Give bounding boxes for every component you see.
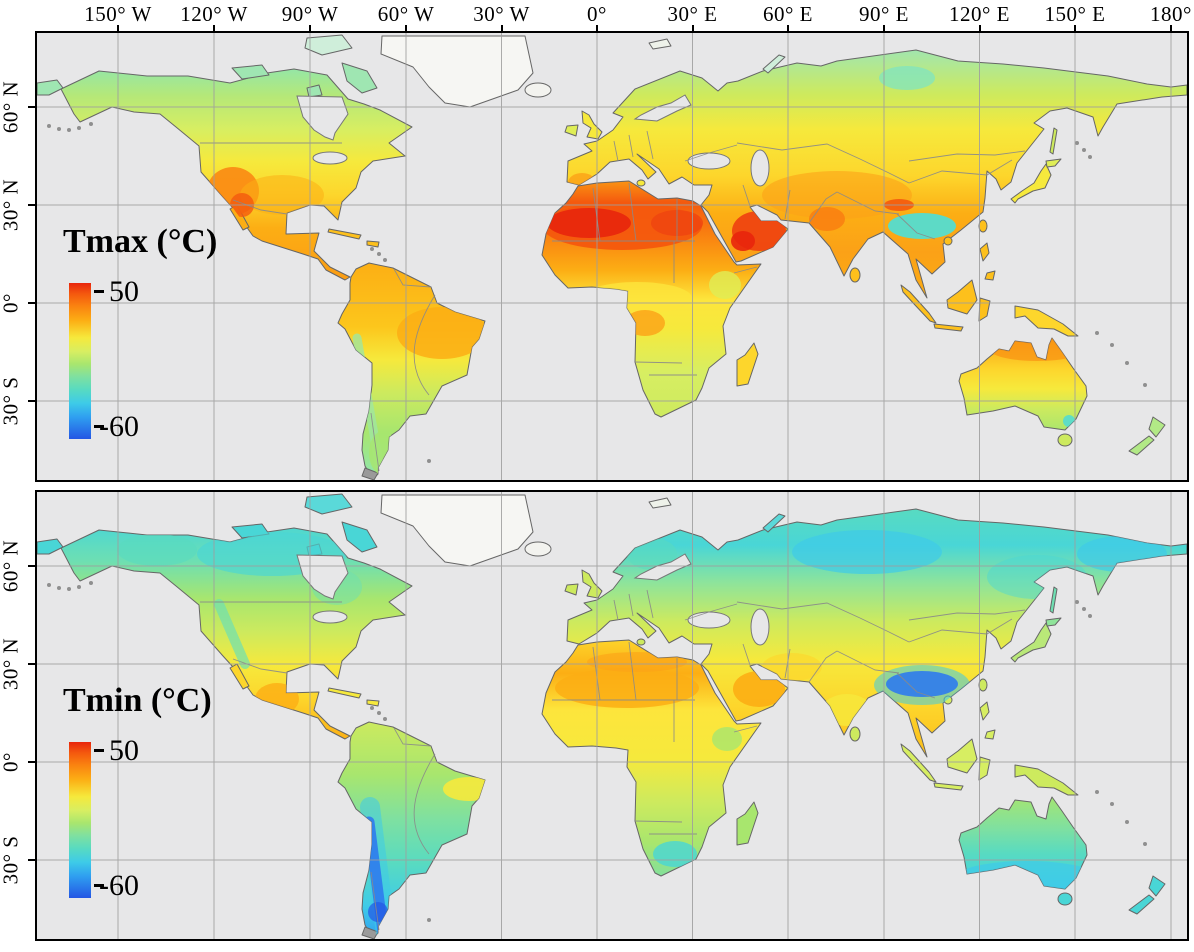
tmin-colorbar-max-tick [94, 749, 104, 752]
longitude-tick-label: 120° W [180, 2, 248, 26]
latitude-tick-mark [28, 761, 37, 763]
tmin-colorbar-min-label: -60 [99, 869, 139, 902]
tmax-colorbar-max-label: 50 [109, 275, 139, 308]
longitude-tick-mark [596, 25, 598, 33]
tmin-colorbar-min-tick [94, 884, 104, 887]
longitude-tick-mark [787, 25, 789, 33]
longitude-tick-label: 150° E [1044, 2, 1106, 26]
tmin-map-panel: Tmin (°C) 50 -60 [35, 490, 1189, 941]
latitude-tick-label: 0° [0, 752, 23, 772]
longitude-tick-label: 120° E [949, 2, 1010, 26]
latitude-tick-mark [28, 565, 37, 567]
longitude-tick-mark [405, 25, 407, 33]
tmin-legend-title: Tmin (°C) [63, 682, 212, 719]
tmax-map-panel: Tmax (°C) 50 -60 [35, 31, 1189, 482]
tmin-colorbar-max-label: 50 [109, 734, 139, 767]
latitude-tick-label: 30° N [0, 178, 23, 232]
longitude-tick-label: 60° W [377, 2, 435, 26]
longitude-tick-mark [978, 25, 981, 33]
longitude-tick-label: 30° W [473, 2, 530, 26]
latitude-tick-mark [28, 663, 37, 665]
longitude-tick-mark [117, 25, 119, 33]
tmax-colorbar-max-tick [94, 290, 104, 293]
latitude-tick-mark [28, 859, 37, 861]
longitude-tick-label: 90° E [859, 2, 909, 26]
latitude-tick-label: 60° N [0, 539, 23, 593]
latitude-tick-label: 30° S [0, 376, 23, 426]
longitude-tick-mark [1170, 25, 1172, 33]
longitude-tick-label: 30° E [667, 2, 718, 26]
latitude-tick-mark [28, 400, 37, 402]
longitude-tick-label: 150° W [84, 2, 152, 26]
longitude-tick-label: 0° [587, 2, 607, 26]
longitude-tick-label: 180° [1150, 2, 1192, 26]
latitude-tick-label: 0° [0, 293, 23, 313]
longitude-tick-mark [309, 25, 311, 33]
longitude-tick-mark [500, 25, 503, 33]
longitude-tick-mark [1074, 25, 1076, 33]
latitude-tick-label: 30° S [0, 835, 23, 885]
longitude-tick-label: 90° W [281, 2, 339, 26]
longitude-tick-label: 60° E [763, 2, 813, 26]
latitude-tick-mark [28, 106, 37, 108]
longitude-tick-mark [883, 25, 885, 33]
longitude-tick-mark [691, 25, 694, 33]
latitude-tick-mark [28, 204, 37, 206]
tmax-colorbar [69, 283, 91, 439]
tmax-legend-title: Tmax (°C) [63, 223, 218, 260]
latitude-tick-label: 30° N [0, 637, 23, 691]
tmax-colorbar-min-tick [94, 425, 104, 428]
longitude-tick-mark [213, 25, 215, 33]
latitude-tick-mark [28, 302, 37, 304]
latitude-tick-label: 60° N [0, 80, 23, 134]
tmin-colorbar [69, 742, 91, 898]
tmax-colorbar-min-label: -60 [99, 410, 139, 443]
